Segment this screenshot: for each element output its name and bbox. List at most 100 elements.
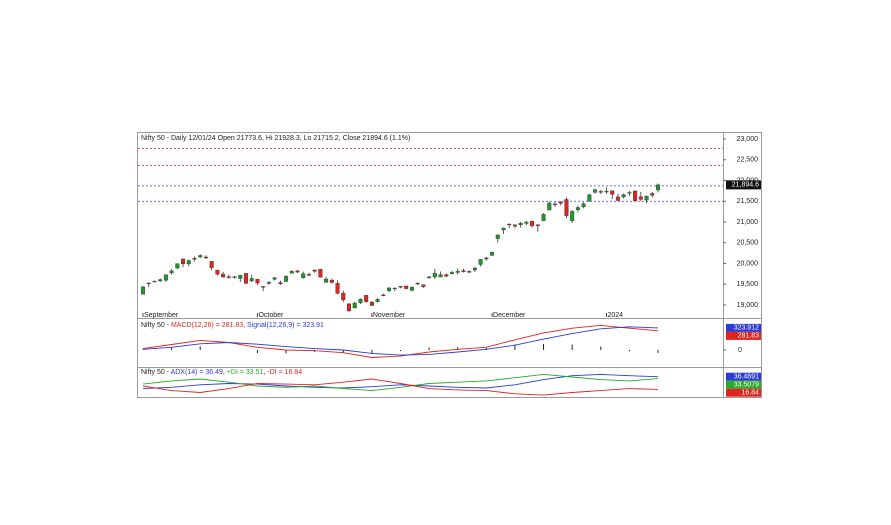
candle-body bbox=[358, 298, 363, 303]
last-value-box bbox=[726, 372, 761, 381]
candle-body bbox=[261, 286, 266, 288]
candle-body bbox=[318, 269, 323, 278]
candle-body bbox=[289, 271, 294, 274]
candle-body bbox=[558, 202, 563, 204]
candle-body bbox=[312, 269, 317, 272]
indicator-line bbox=[142, 326, 659, 356]
panel-legend: Nifty 50 - MACD(12,26) = 281.83, Signal(… bbox=[141, 322, 324, 329]
candle-body bbox=[409, 287, 414, 291]
candle-body bbox=[215, 269, 220, 275]
candle-body bbox=[478, 259, 483, 265]
x-tick-label: September bbox=[144, 312, 179, 319]
candle-body bbox=[650, 193, 655, 196]
y-tick-label: 20,500 bbox=[737, 240, 759, 247]
candle-body bbox=[341, 292, 346, 301]
candle-body bbox=[392, 287, 397, 290]
candle-body bbox=[186, 260, 191, 265]
candle-body bbox=[633, 190, 638, 201]
last-value-label: 33.5079 bbox=[734, 382, 759, 389]
legend-entry: , bbox=[263, 369, 267, 376]
y-tick-label: 22,500 bbox=[737, 157, 759, 164]
candle-body bbox=[335, 283, 340, 294]
candle-body bbox=[152, 280, 157, 283]
candle-body bbox=[324, 278, 329, 283]
candle-body bbox=[140, 286, 145, 295]
candle-body bbox=[627, 192, 632, 194]
candle-body bbox=[427, 276, 432, 279]
candle-body bbox=[507, 223, 512, 226]
x-tick-label: December bbox=[493, 312, 526, 319]
candle-body bbox=[255, 278, 260, 284]
candle-body bbox=[352, 302, 357, 309]
candle-body bbox=[461, 270, 466, 272]
y-tick-label: 19,500 bbox=[737, 281, 759, 288]
legend-entry: MACD(12,26) = 281.83 bbox=[171, 322, 243, 329]
candle-body bbox=[547, 202, 552, 211]
candle-body bbox=[570, 211, 575, 221]
x-tick-label: November bbox=[373, 312, 406, 319]
candle-body bbox=[329, 279, 334, 283]
candle-body bbox=[587, 194, 592, 202]
candle-body bbox=[278, 282, 283, 284]
x-tick-label: October bbox=[258, 312, 284, 319]
candle-body bbox=[621, 194, 626, 198]
candle-body bbox=[472, 267, 477, 271]
candle-body bbox=[575, 207, 580, 210]
candle-body bbox=[175, 263, 180, 269]
candle-body bbox=[301, 273, 306, 279]
candle-body bbox=[209, 261, 214, 268]
y-tick-label: 0 bbox=[738, 347, 742, 354]
candle-body bbox=[467, 271, 472, 273]
candle-body bbox=[432, 273, 437, 278]
candle-body bbox=[181, 258, 186, 264]
y-tick-label: 23,000 bbox=[737, 136, 759, 143]
candle-body bbox=[484, 257, 489, 260]
candle-body bbox=[272, 277, 277, 280]
legend-entry: , bbox=[223, 369, 227, 376]
candle-body bbox=[163, 274, 168, 281]
last-value-label: 16.84 bbox=[741, 390, 759, 397]
candle-body bbox=[398, 286, 403, 288]
candle-body bbox=[192, 258, 197, 260]
candle-body bbox=[656, 184, 661, 191]
last-value-box bbox=[726, 388, 761, 397]
candle-body bbox=[581, 203, 586, 208]
y-tick-label: 20,000 bbox=[737, 260, 759, 267]
x-tick-label: 2024 bbox=[608, 312, 624, 319]
candle-body bbox=[295, 270, 300, 273]
candle-body bbox=[198, 255, 203, 258]
chart-frame bbox=[137, 132, 762, 398]
legend-entry: Nifty 50 - bbox=[141, 322, 171, 329]
candle-body bbox=[541, 214, 546, 221]
last-price-label: 21,894.6 bbox=[732, 182, 759, 189]
candle-body bbox=[615, 196, 620, 201]
candle-body bbox=[146, 282, 151, 285]
candle-body bbox=[530, 221, 535, 227]
candle-body bbox=[415, 282, 420, 285]
candle-body bbox=[404, 285, 409, 289]
candle-body bbox=[221, 273, 226, 278]
candle-body bbox=[387, 287, 392, 291]
candle-body bbox=[369, 302, 374, 306]
candle-body bbox=[158, 279, 163, 282]
y-tick-label: 21,500 bbox=[737, 198, 759, 205]
candle-body bbox=[243, 273, 248, 284]
indicator-line bbox=[142, 378, 659, 396]
indicator-line bbox=[142, 373, 659, 390]
candle-body bbox=[490, 252, 495, 256]
candle-body bbox=[347, 303, 352, 312]
candle-body bbox=[444, 274, 449, 277]
candle-body bbox=[450, 272, 455, 274]
candle-body bbox=[226, 276, 231, 278]
last-value-label: 36.4891 bbox=[734, 374, 759, 381]
legend-entry: -DI = 16.84 bbox=[267, 369, 302, 376]
candle-body bbox=[266, 282, 271, 284]
candle-body bbox=[564, 199, 569, 216]
candle-body bbox=[512, 224, 517, 227]
y-tick-label: 21,000 bbox=[737, 219, 759, 226]
last-price-box bbox=[726, 180, 761, 190]
last-value-box bbox=[726, 323, 761, 332]
candle-body bbox=[535, 224, 540, 226]
last-value-box bbox=[726, 331, 761, 340]
candle-body bbox=[364, 295, 369, 302]
